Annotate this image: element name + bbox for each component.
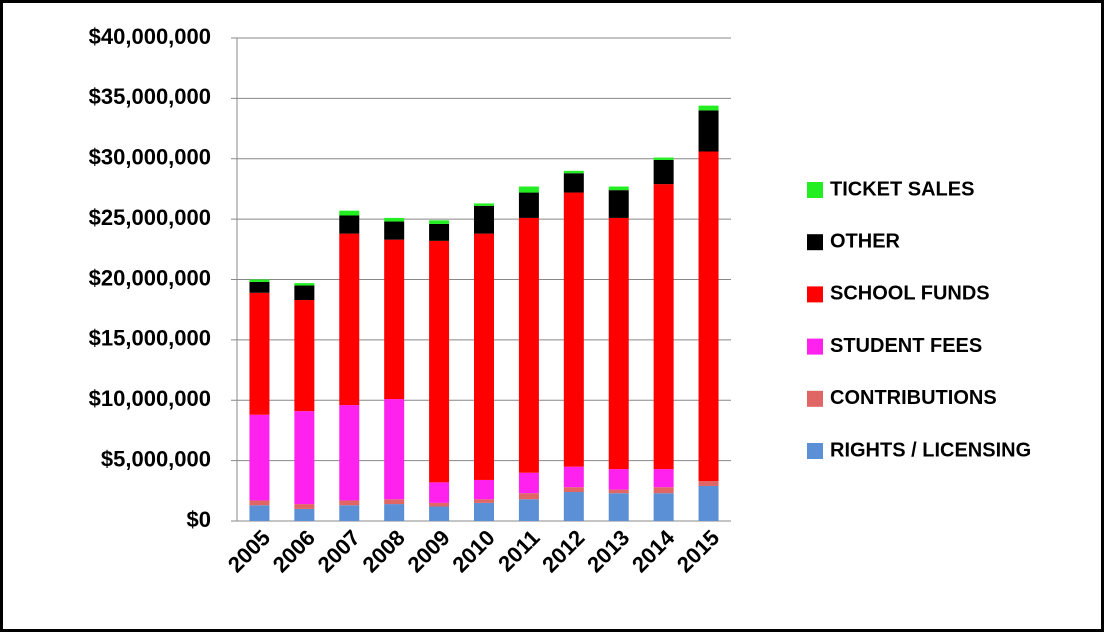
bar-segment — [339, 500, 360, 506]
bar-segment — [339, 505, 360, 521]
bar-segment — [249, 500, 270, 506]
bar-segment — [653, 487, 674, 494]
bar-segment — [608, 489, 629, 494]
legend-swatch — [807, 234, 823, 251]
y-tick-label: $30,000,000 — [89, 145, 211, 170]
y-tick-label: $5,000,000 — [101, 446, 211, 471]
bar-segment — [294, 283, 315, 286]
bar-segment — [608, 186, 629, 191]
legend-label: STUDENT FEES — [830, 335, 982, 357]
y-tick-label: $20,000,000 — [89, 265, 211, 290]
legend-label: CONTRIBUTIONS — [830, 387, 997, 409]
bar-segment — [563, 487, 584, 493]
bar-segment — [474, 502, 494, 521]
bar-segment — [249, 414, 270, 501]
bar-segment — [563, 173, 584, 193]
bar-segment — [608, 190, 629, 218]
bar-segment — [698, 151, 719, 482]
legend-label: OTHER — [830, 230, 901, 252]
bar-segment — [563, 170, 584, 174]
legend-swatch — [807, 443, 823, 459]
bar-segment — [429, 240, 450, 483]
bar-segment — [698, 485, 719, 521]
bar-segment — [474, 499, 494, 503]
bar-segment — [294, 285, 315, 301]
bar-segment — [563, 466, 584, 488]
bar-segment — [698, 110, 719, 152]
bar-segment — [249, 279, 270, 282]
bar-segment — [474, 203, 494, 206]
legend-label: TICKET SALES — [830, 178, 974, 200]
bar-segment — [698, 481, 719, 486]
bar-segment — [474, 205, 494, 234]
bar-segment — [608, 217, 629, 470]
legend-swatch — [807, 182, 823, 198]
bar-segment — [384, 239, 405, 400]
bar-segment — [474, 479, 494, 500]
legend-label: SCHOOL FUNDS — [830, 283, 990, 305]
bar-segment — [249, 505, 270, 521]
bar-segment — [339, 210, 360, 216]
legend-swatch — [807, 390, 823, 407]
bar-segment — [608, 469, 629, 490]
bar-segment — [518, 186, 539, 193]
bar-segment — [698, 105, 719, 111]
legend-swatch — [807, 286, 823, 303]
bar-segment — [384, 221, 405, 240]
bar-segment — [608, 493, 629, 521]
bar-segment — [384, 399, 405, 500]
bar-segment — [294, 504, 315, 509]
bar-segment — [384, 499, 405, 505]
bar-segment — [653, 493, 674, 521]
legend-swatch — [807, 338, 823, 355]
bar-segment — [653, 157, 674, 160]
y-tick-label: $25,000,000 — [89, 205, 211, 230]
y-tick-label: $35,000,000 — [89, 84, 211, 109]
y-tick-label: $15,000,000 — [89, 326, 211, 351]
bar-segment — [429, 220, 450, 224]
bar-segment — [249, 292, 270, 415]
bar-segment — [518, 499, 539, 521]
bar-segment — [474, 233, 494, 480]
bar-segment — [653, 469, 674, 488]
bar-segment — [653, 159, 674, 185]
bar-segment — [294, 300, 315, 412]
bar-segment — [294, 508, 315, 521]
bar-segment — [294, 411, 315, 505]
bar-segment — [429, 482, 450, 503]
bar-segment — [563, 492, 584, 521]
bar-segment — [429, 223, 450, 241]
bar-segment — [384, 504, 405, 521]
bar-segment — [518, 217, 539, 473]
bar-segment — [518, 472, 539, 494]
bar-segment — [518, 192, 539, 218]
y-tick-label: $0 — [187, 507, 211, 532]
y-tick-label: $40,000,000 — [89, 24, 211, 49]
bar-segment — [384, 217, 405, 222]
legend-label: RIGHTS / LICENSING — [830, 439, 1031, 461]
bar-segment — [249, 281, 270, 293]
bar-segment — [339, 233, 360, 406]
bar-segment — [563, 192, 584, 467]
bar-segment — [518, 493, 539, 500]
bar-segment — [653, 184, 674, 470]
bar-segment — [339, 405, 360, 501]
bar-segment — [339, 215, 360, 234]
bar-segment — [429, 506, 450, 521]
y-tick-label: $10,000,000 — [89, 386, 211, 411]
bar-segment — [429, 502, 450, 507]
